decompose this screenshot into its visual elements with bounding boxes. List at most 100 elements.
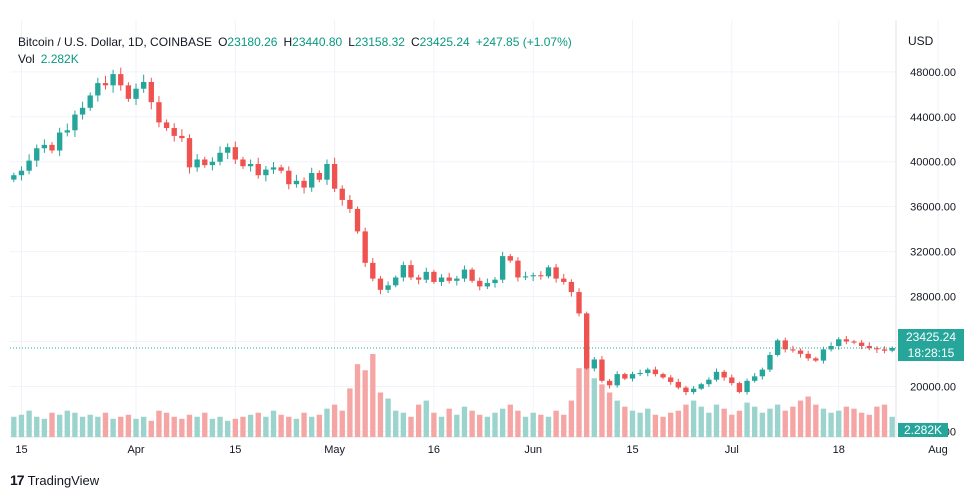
volume-bar — [247, 414, 254, 437]
volume-bar — [813, 404, 819, 437]
candle-body — [133, 88, 139, 99]
time-axis[interactable]: 15 Apr 15 May 16 Jun 15 Jul 18 Aug — [15, 444, 947, 456]
volume-bar — [446, 408, 452, 437]
candle-body — [140, 81, 147, 89]
candle-body — [255, 163, 261, 176]
candle-body — [377, 278, 384, 290]
volume-bar — [530, 412, 536, 437]
price-candles — [11, 67, 895, 396]
volume-bar — [278, 414, 284, 437]
symbol-title[interactable]: Bitcoin / U.S. Dollar, 1D, COINBASE — [18, 35, 213, 49]
time-axis-tick-label: Aug — [928, 444, 948, 456]
volume-bar — [713, 404, 720, 437]
candle-body — [309, 172, 315, 188]
last-price-value: 23425.24 — [905, 330, 957, 344]
volume-bar — [874, 406, 880, 437]
volume-bars — [11, 352, 895, 437]
bar-countdown: 18:28:15 — [907, 346, 955, 360]
volume-bar — [729, 414, 735, 437]
time-axis-tick-label: Jun — [524, 444, 542, 456]
candle-body — [339, 188, 345, 200]
candle-body — [713, 371, 720, 380]
volume-bar — [309, 416, 315, 437]
candle-body — [202, 159, 208, 166]
volume-bar — [759, 412, 766, 437]
volume-bar — [362, 370, 368, 437]
volume-bar — [774, 404, 781, 437]
candle-body — [515, 260, 521, 278]
candle-body — [545, 267, 552, 277]
volume-bar — [324, 408, 330, 437]
time-axis-tick-label: 15 — [229, 444, 241, 456]
candle-body — [583, 313, 590, 369]
volume-bar — [790, 406, 796, 437]
candle-body — [72, 114, 78, 131]
candle-body — [446, 277, 452, 281]
volume-bar — [797, 400, 804, 437]
candle-body — [385, 285, 391, 290]
volume-bar — [851, 408, 857, 437]
volume-bar — [576, 368, 582, 437]
candle-body — [522, 276, 529, 278]
candle-body — [324, 163, 330, 180]
candle-body — [477, 280, 483, 287]
candle-body — [690, 388, 697, 393]
volume-bar — [26, 410, 32, 437]
volume-bar — [163, 412, 170, 437]
candle-body — [774, 340, 781, 355]
volume-bar — [240, 416, 246, 437]
close-key: C — [410, 35, 420, 49]
candle-body — [706, 379, 712, 385]
volume-bar — [255, 412, 261, 437]
volume-bar — [591, 378, 597, 437]
volume-bar — [125, 414, 132, 437]
high-key: H — [283, 35, 293, 49]
candle-body — [41, 144, 48, 149]
candle-body — [331, 163, 338, 189]
candle-body — [64, 130, 70, 133]
volume-bar — [492, 412, 498, 437]
candle-body — [530, 275, 536, 277]
volume-bar — [698, 406, 704, 437]
candle-body — [316, 172, 323, 180]
price-axis-tick-label: 36000.00 — [910, 202, 956, 214]
volume-bar — [347, 388, 353, 437]
volume-badge: 2.282K — [898, 423, 948, 437]
candle-body — [484, 283, 491, 287]
time-axis-tick-label: Apr — [127, 444, 144, 456]
volume-bar — [385, 398, 391, 437]
candle-body — [851, 341, 857, 343]
volume-bar — [515, 410, 521, 437]
candle-body — [843, 339, 850, 342]
candle-body — [194, 159, 200, 168]
candle-body — [438, 277, 445, 282]
volume-bar — [225, 420, 231, 437]
candle-body — [18, 170, 25, 176]
candle-body — [614, 374, 620, 386]
tradingview-footer[interactable]: 17 TradingView — [10, 472, 99, 488]
volume-bar — [423, 400, 429, 437]
volume-bar — [354, 364, 361, 437]
volume-bar — [171, 416, 177, 437]
volume-bar — [438, 416, 445, 437]
candle-body — [591, 359, 597, 369]
candle-body — [118, 74, 124, 86]
candle-body — [889, 347, 895, 351]
candle-body — [240, 159, 246, 167]
volume-bar — [400, 412, 407, 437]
candle-body — [148, 81, 154, 103]
candle-body — [805, 353, 811, 359]
volume-bar — [706, 412, 712, 437]
volume-bar — [11, 416, 17, 437]
price-axis[interactable]: 48000.00 44000.00 40000.00 36000.00 32000.00… — [910, 67, 956, 439]
candle-body — [408, 265, 414, 278]
candle-body — [492, 279, 498, 284]
currency-label[interactable]: USD — [908, 34, 934, 48]
candle-body — [362, 231, 368, 263]
volume-bar — [56, 414, 63, 437]
volume-bar — [721, 408, 727, 437]
volume-bar — [683, 404, 689, 437]
candle-body — [553, 267, 559, 279]
volume-bar — [408, 416, 414, 437]
